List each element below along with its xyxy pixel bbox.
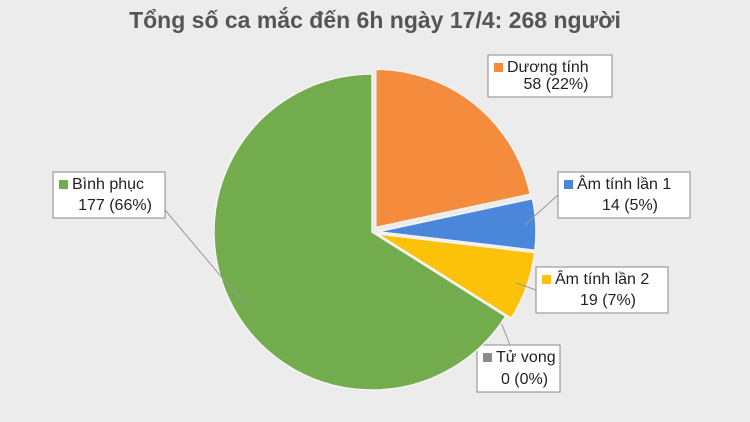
category-label: Âm tính lần 1 — [577, 174, 671, 193]
category-label: Bình phục — [72, 176, 144, 193]
legend-swatch — [564, 180, 573, 189]
value-label: 14 (5%) — [602, 197, 658, 214]
pie-slice — [375, 68, 532, 229]
label-box — [476, 344, 561, 393]
pie-slice — [377, 197, 537, 252]
value-label: 0 (0%) — [501, 371, 548, 388]
value-label: 19 (7%) — [580, 292, 636, 309]
category-label: Dương tính — [507, 59, 589, 76]
label-box — [557, 171, 691, 219]
category-label: Tử vong — [496, 349, 556, 366]
legend-swatch — [483, 353, 492, 362]
leader-line — [164, 209, 244, 304]
chart-title: Tổng số ca mắc đến 6h ngày 17/4: 268 ngư… — [129, 6, 621, 33]
legend-swatch — [494, 63, 503, 72]
label-box — [52, 171, 166, 219]
pie-slice — [213, 73, 507, 391]
label-box — [535, 266, 669, 314]
leader-line — [516, 282, 537, 291]
legend-swatch — [59, 180, 68, 189]
leader-line — [524, 194, 559, 226]
label-box — [487, 54, 613, 98]
value-label: 58 (22%) — [524, 76, 589, 93]
category-label: Âm tính lần 2 — [555, 269, 649, 288]
legend-swatch — [542, 275, 551, 284]
value-label: 177 (66%) — [78, 197, 152, 214]
